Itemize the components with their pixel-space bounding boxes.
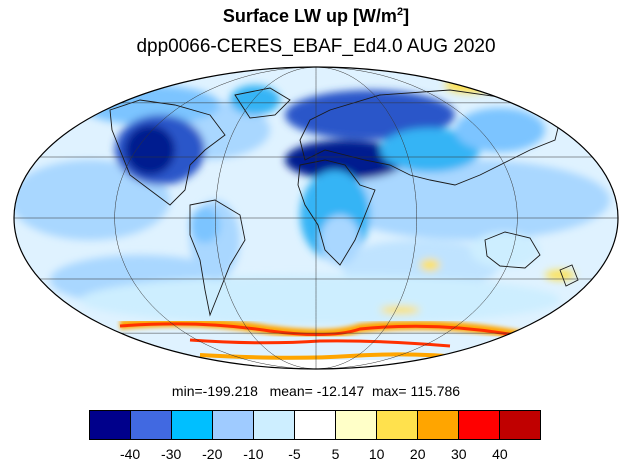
colorbar-box — [295, 411, 336, 439]
colorbar — [89, 410, 541, 440]
map-subtitle: dpp0066-CERES_EBAF_Ed4.0 AUG 2020 — [136, 36, 496, 57]
colorbar-label: 30 — [451, 446, 467, 462]
colorbar-box — [459, 411, 500, 439]
colorbar-box — [377, 411, 418, 439]
colorbar-box — [131, 411, 172, 439]
field-patches — [14, 77, 610, 325]
colorbar-label: -10 — [243, 446, 264, 462]
colorbar-box — [336, 411, 377, 439]
graticule — [14, 66, 618, 370]
colorbar-label: -20 — [202, 446, 223, 462]
colorbar-label: -30 — [161, 446, 182, 462]
colorbar-box — [90, 411, 131, 439]
colorbar-label: 40 — [492, 446, 508, 462]
colorbar-label: -5 — [288, 446, 301, 462]
colorbar-box — [254, 411, 295, 439]
colorbar-label: -40 — [119, 446, 141, 462]
colorbar-box — [418, 411, 459, 439]
stats-line: min=-199.218 mean= -12.147 max= 115.786 — [171, 383, 461, 399]
colorbar-label: 20 — [409, 446, 426, 462]
colorbar-box — [500, 411, 540, 439]
meridian-line — [215, 66, 317, 370]
map-title: Surface LW up [W/m2] — [222, 6, 410, 26]
colorbar-box — [213, 411, 254, 439]
colorbar-label: 10 — [368, 446, 385, 462]
meridian-line — [114, 66, 317, 370]
meridian-line — [315, 66, 518, 370]
colorbar-label: 5 — [331, 446, 340, 462]
land-outlines — [109, 87, 579, 317]
colorbar-box — [172, 411, 213, 439]
map-outline — [13, 66, 619, 370]
meridian-line — [315, 66, 417, 370]
